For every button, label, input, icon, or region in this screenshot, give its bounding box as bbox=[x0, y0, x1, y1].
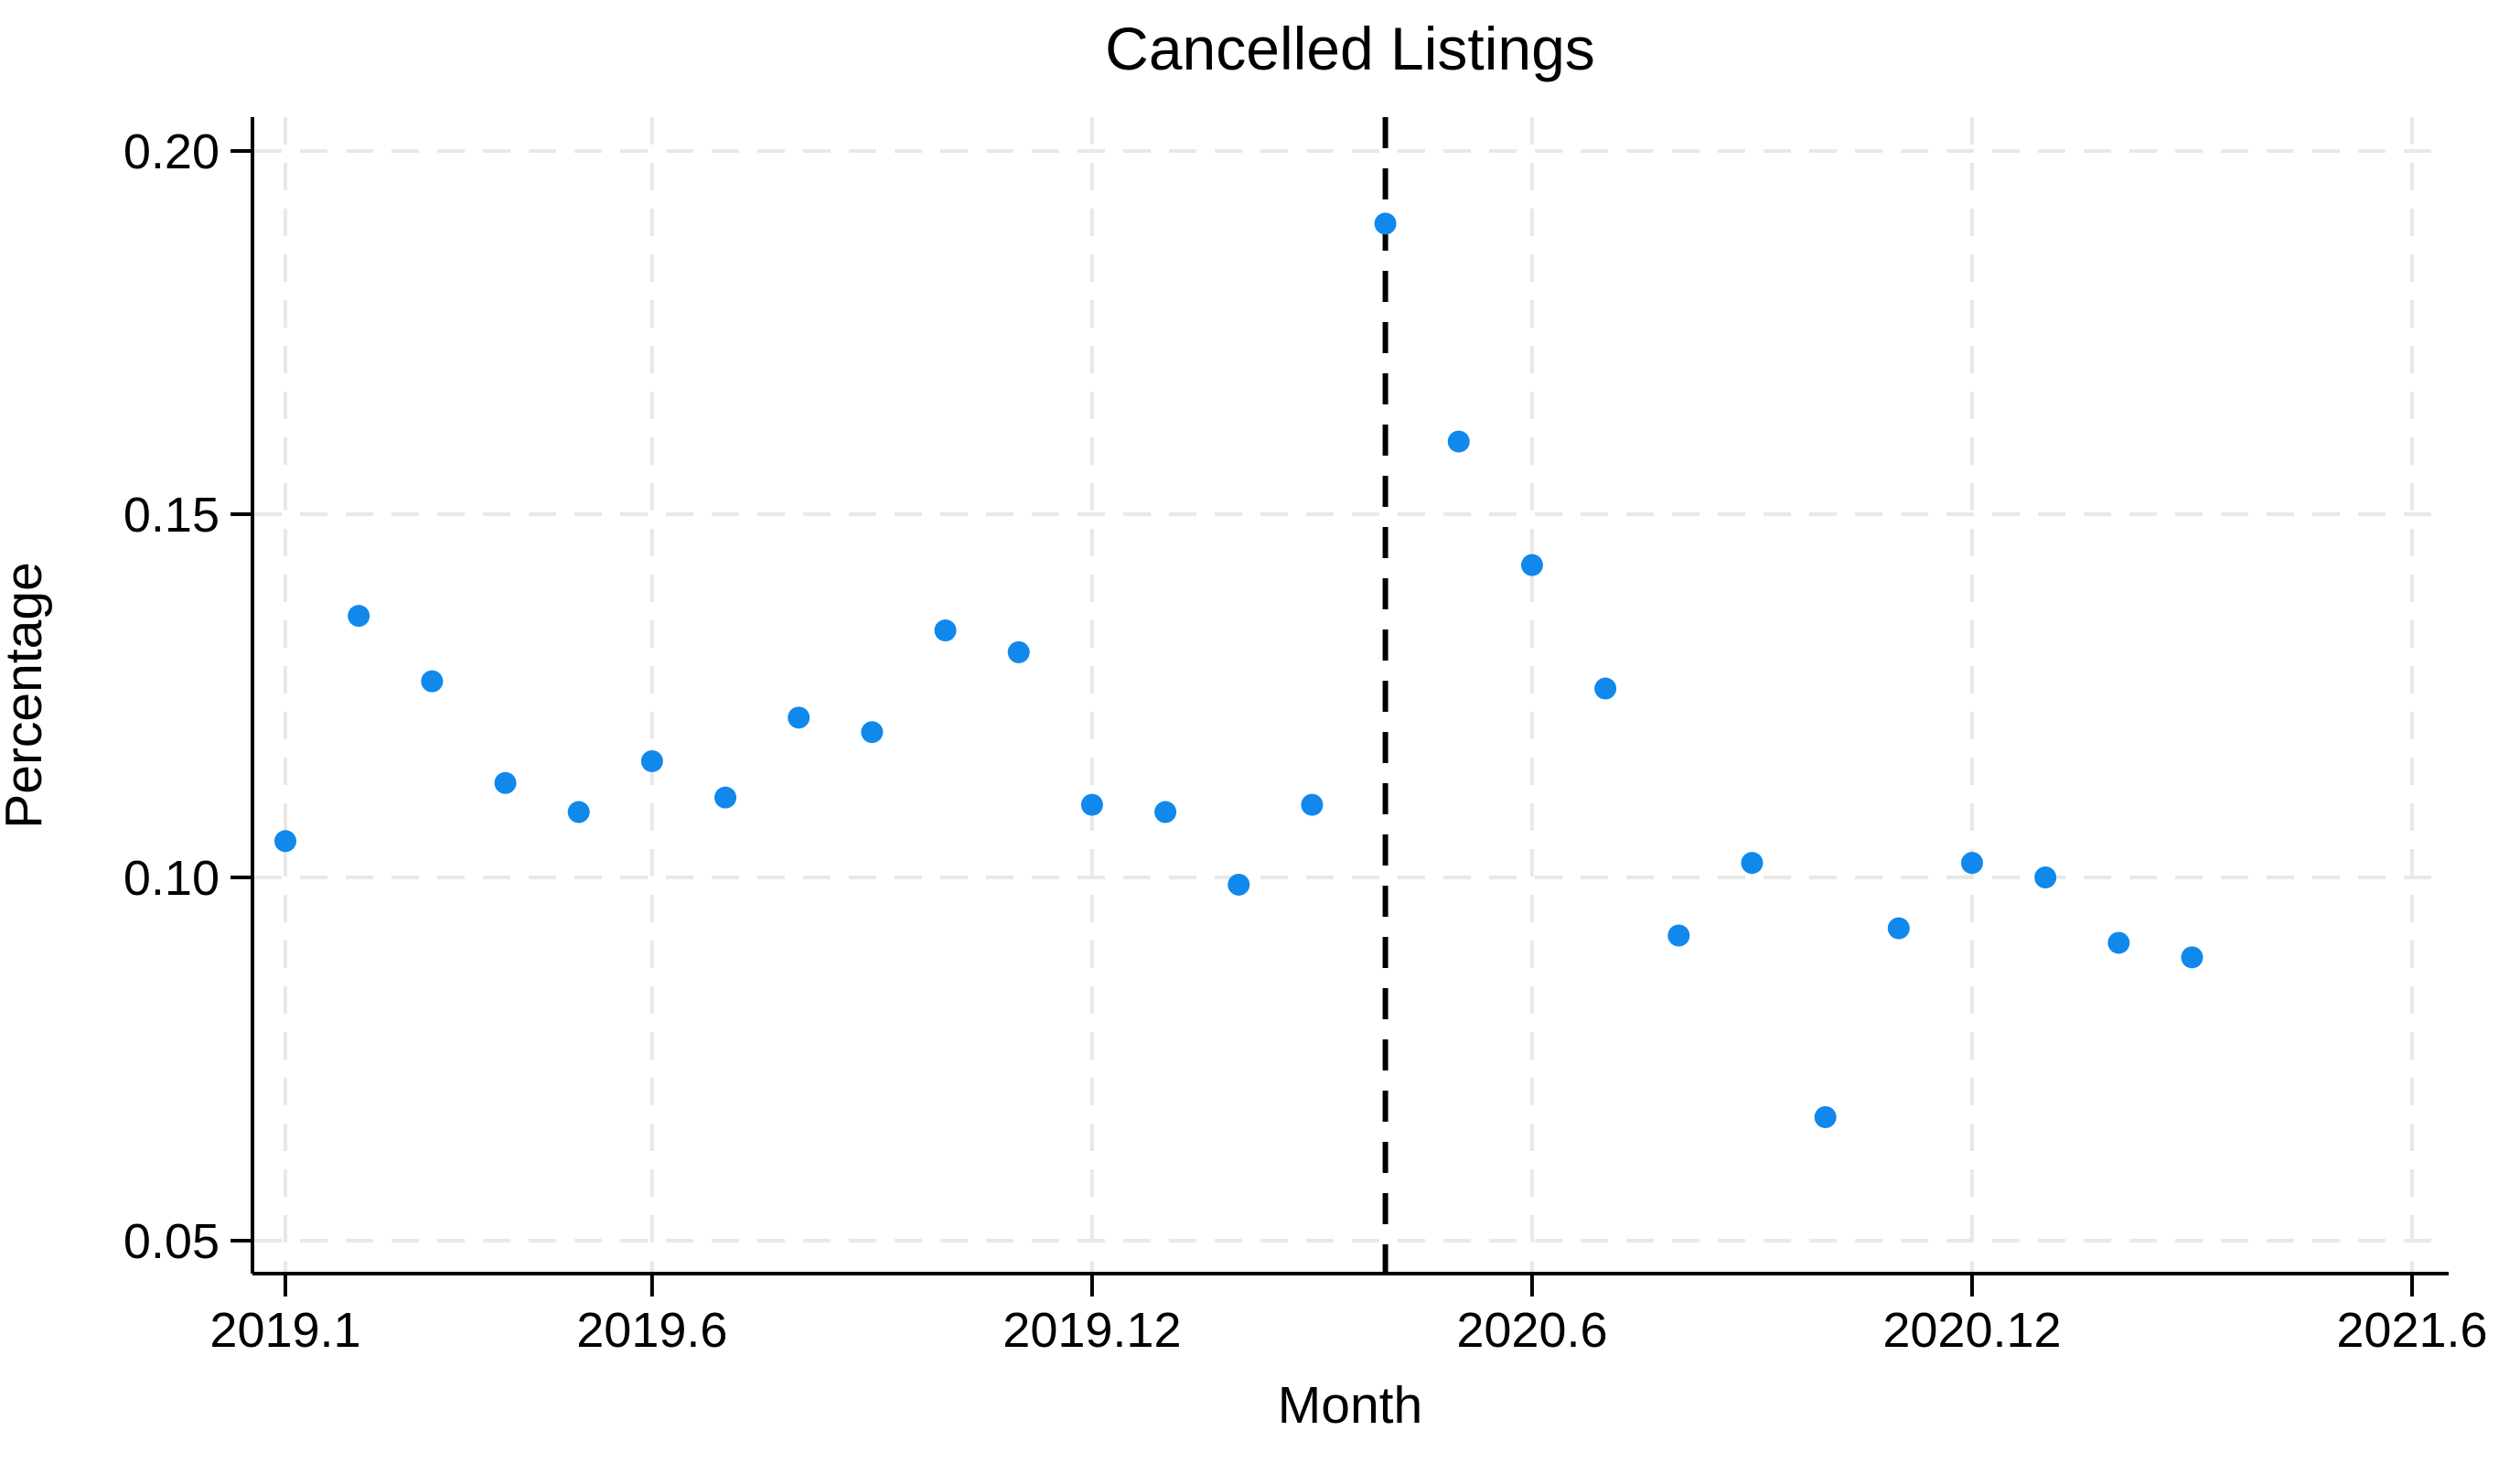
data-point bbox=[1228, 873, 1250, 896]
y-tick-label: 0.20 bbox=[123, 124, 220, 179]
data-point bbox=[1007, 640, 1030, 663]
data-point bbox=[788, 706, 810, 729]
data-point bbox=[2107, 931, 2130, 954]
y-tick-label: 0.15 bbox=[123, 488, 220, 543]
x-tick-label: 2019.12 bbox=[1003, 1303, 1181, 1358]
data-point bbox=[861, 721, 884, 744]
data-point bbox=[1520, 554, 1543, 576]
data-point bbox=[1301, 793, 1324, 816]
y-tick-label: 0.10 bbox=[123, 851, 220, 906]
data-point bbox=[2181, 946, 2204, 969]
data-point bbox=[1374, 212, 1397, 235]
x-tick-label: 2019.6 bbox=[576, 1303, 727, 1358]
chart-title: Cancelled Listings bbox=[1105, 15, 1595, 82]
data-point bbox=[1667, 924, 1690, 947]
data-point bbox=[1447, 430, 1470, 453]
data-point bbox=[714, 786, 737, 809]
data-point bbox=[1594, 677, 1617, 700]
data-point bbox=[1741, 852, 1764, 875]
x-tick-label: 2021.6 bbox=[2336, 1303, 2487, 1358]
data-point bbox=[1887, 917, 1910, 940]
y-tick-marks bbox=[231, 149, 252, 1242]
x-tick-label: 2019.1 bbox=[209, 1303, 360, 1358]
data-point bbox=[274, 830, 296, 853]
x-axis-title: Month bbox=[1278, 1376, 1422, 1435]
y-tick-labels: 0.05 0.10 0.15 0.20 bbox=[123, 124, 220, 1269]
data-point bbox=[2034, 866, 2057, 888]
data-point bbox=[1814, 1106, 1837, 1129]
data-point bbox=[934, 619, 957, 642]
y-axis-title: Percentage bbox=[0, 562, 53, 829]
x-tick-marks bbox=[284, 1274, 2414, 1296]
x-tick-label: 2020.12 bbox=[1882, 1303, 2061, 1358]
data-point bbox=[1080, 793, 1103, 816]
data-points bbox=[274, 212, 2204, 1129]
data-point bbox=[1154, 801, 1177, 823]
data-point bbox=[567, 801, 590, 823]
data-point bbox=[1960, 852, 1983, 875]
data-point bbox=[494, 771, 517, 794]
x-tick-labels: 2019.1 2019.6 2019.12 2020.6 2020.12 2021.6 bbox=[209, 1303, 2487, 1358]
data-point bbox=[421, 670, 444, 693]
x-tick-label: 2020.6 bbox=[1456, 1303, 1607, 1358]
y-tick-label: 0.05 bbox=[123, 1214, 220, 1269]
data-point bbox=[640, 749, 663, 772]
vertical-gridlines bbox=[284, 117, 2414, 1274]
data-point bbox=[348, 605, 370, 628]
